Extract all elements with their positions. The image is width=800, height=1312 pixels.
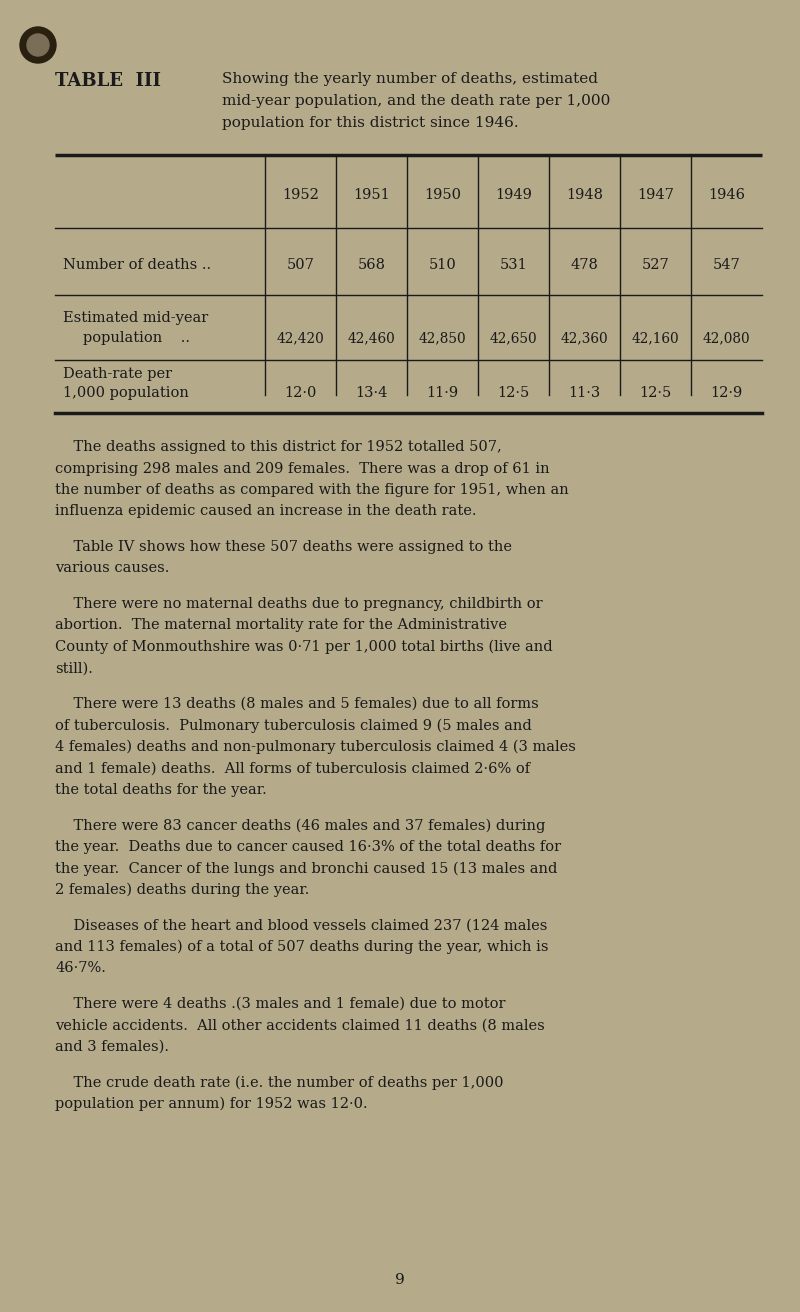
Text: vehicle accidents.  All other accidents claimed 11 deaths (8 males: vehicle accidents. All other accidents c…	[55, 1018, 545, 1033]
Text: population for this district since 1946.: population for this district since 1946.	[222, 115, 518, 130]
Text: Showing the yearly number of deaths, estimated: Showing the yearly number of deaths, est…	[222, 72, 598, 87]
Text: 13·4: 13·4	[355, 386, 388, 400]
Text: Estimated mid-year: Estimated mid-year	[63, 311, 208, 325]
Text: abortion.  The maternal mortality rate for the Administrative: abortion. The maternal mortality rate fo…	[55, 618, 507, 632]
Text: and 3 females).: and 3 females).	[55, 1040, 169, 1054]
Text: 568: 568	[358, 258, 386, 272]
Text: 507: 507	[286, 258, 314, 272]
Text: 1951: 1951	[353, 188, 390, 202]
Text: 42,420: 42,420	[277, 331, 324, 345]
Text: There were 83 cancer deaths (46 males and 37 females) during: There were 83 cancer deaths (46 males an…	[55, 819, 546, 833]
Text: 42,160: 42,160	[632, 331, 679, 345]
Text: 42,460: 42,460	[348, 331, 395, 345]
Text: 12·5: 12·5	[639, 386, 672, 400]
Text: 527: 527	[642, 258, 670, 272]
Text: 11·3: 11·3	[568, 386, 601, 400]
Text: 46·7%.: 46·7%.	[55, 962, 106, 976]
Text: 12·5: 12·5	[498, 386, 530, 400]
Text: population    ..: population ..	[83, 331, 190, 345]
Text: Death-rate per: Death-rate per	[63, 367, 172, 380]
Text: influenza epidemic caused an increase in the death rate.: influenza epidemic caused an increase in…	[55, 505, 477, 518]
Text: There were 13 deaths (8 males and 5 females) due to all forms: There were 13 deaths (8 males and 5 fema…	[55, 697, 538, 711]
Text: population per annum) for 1952 was 12·0.: population per annum) for 1952 was 12·0.	[55, 1097, 368, 1111]
Text: 11·9: 11·9	[426, 386, 458, 400]
Text: County of Monmouthshire was 0·71 per 1,000 total births (live and: County of Monmouthshire was 0·71 per 1,0…	[55, 640, 553, 655]
Text: the number of deaths as compared with the figure for 1951, when an: the number of deaths as compared with th…	[55, 483, 569, 497]
Text: mid-year population, and the death rate per 1,000: mid-year population, and the death rate …	[222, 94, 610, 108]
Text: still).: still).	[55, 661, 93, 676]
Text: comprising 298 males and 209 females.  There was a drop of 61 in: comprising 298 males and 209 females. Th…	[55, 462, 550, 475]
Text: and 113 females) of a total of 507 deaths during the year, which is: and 113 females) of a total of 507 death…	[55, 939, 549, 954]
Text: 42,650: 42,650	[490, 331, 538, 345]
Text: The crude death rate (i.e. the number of deaths per 1,000: The crude death rate (i.e. the number of…	[55, 1076, 503, 1090]
Circle shape	[27, 34, 49, 56]
Text: 1952: 1952	[282, 188, 319, 202]
Text: 478: 478	[570, 258, 598, 272]
Text: 4 females) deaths and non-pulmonary tuberculosis claimed 4 (3 males: 4 females) deaths and non-pulmonary tube…	[55, 740, 576, 754]
Text: Table IV shows how these 507 deaths were assigned to the: Table IV shows how these 507 deaths were…	[55, 541, 512, 554]
Text: 1948: 1948	[566, 188, 603, 202]
Text: There were 4 deaths .(3 males and 1 female) due to motor: There were 4 deaths .(3 males and 1 fema…	[55, 997, 506, 1012]
Text: The deaths assigned to this district for 1952 totalled 507,: The deaths assigned to this district for…	[55, 440, 502, 454]
Text: 531: 531	[500, 258, 527, 272]
Text: Number of deaths ..: Number of deaths ..	[63, 258, 211, 272]
Text: 510: 510	[429, 258, 456, 272]
Text: 1950: 1950	[424, 188, 461, 202]
Text: 1949: 1949	[495, 188, 532, 202]
Text: 42,360: 42,360	[561, 331, 608, 345]
Text: Diseases of the heart and blood vessels claimed 237 (124 males: Diseases of the heart and blood vessels …	[55, 918, 547, 933]
Text: the year.  Cancer of the lungs and bronchi caused 15 (13 males and: the year. Cancer of the lungs and bronch…	[55, 862, 558, 876]
Text: 2 females) deaths during the year.: 2 females) deaths during the year.	[55, 883, 310, 897]
Text: 12·0: 12·0	[284, 386, 317, 400]
Text: 1,000 population: 1,000 population	[63, 386, 189, 400]
Text: There were no maternal deaths due to pregnancy, childbirth or: There were no maternal deaths due to pre…	[55, 597, 542, 611]
Text: and 1 female) deaths.  All forms of tuberculosis claimed 2·6% of: and 1 female) deaths. All forms of tuber…	[55, 761, 530, 775]
Text: 12·9: 12·9	[710, 386, 742, 400]
Text: 1947: 1947	[637, 188, 674, 202]
Text: 1946: 1946	[708, 188, 745, 202]
Text: various causes.: various causes.	[55, 562, 170, 576]
Circle shape	[20, 28, 56, 63]
Text: 9: 9	[395, 1273, 405, 1287]
Text: 42,850: 42,850	[418, 331, 466, 345]
Text: the year.  Deaths due to cancer caused 16·3% of the total deaths for: the year. Deaths due to cancer caused 16…	[55, 840, 561, 854]
Text: 42,080: 42,080	[702, 331, 750, 345]
Text: 547: 547	[713, 258, 740, 272]
Text: TABLE  III: TABLE III	[55, 72, 161, 91]
Text: the total deaths for the year.: the total deaths for the year.	[55, 783, 266, 796]
Text: of tuberculosis.  Pulmonary tuberculosis claimed 9 (5 males and: of tuberculosis. Pulmonary tuberculosis …	[55, 719, 532, 733]
